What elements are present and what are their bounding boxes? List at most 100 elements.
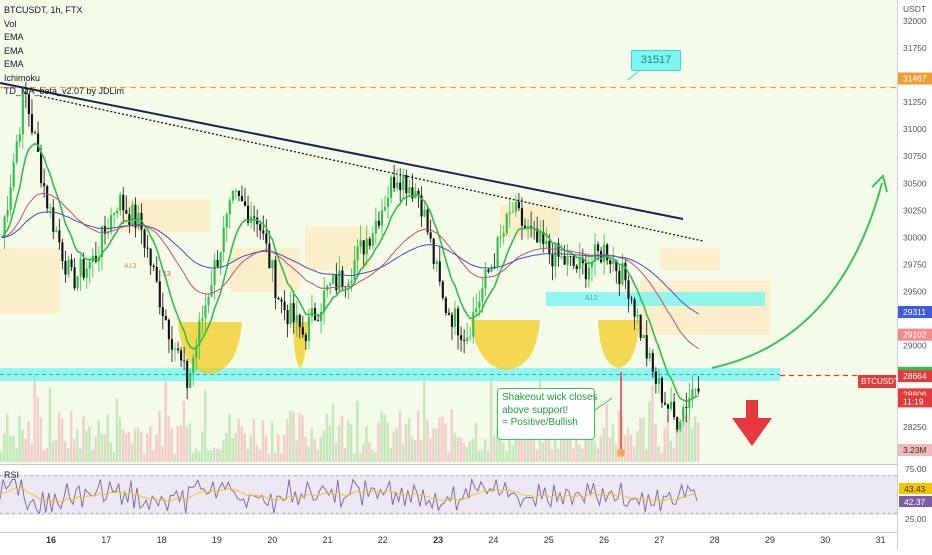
td-label-a12: A12 — [585, 295, 598, 302]
rsi-band — [0, 475, 897, 515]
volume-bar-55 — [167, 415, 170, 462]
candle-body-173 — [526, 226, 530, 228]
ema-lines — [0, 142, 699, 403]
volume-bar-57 — [173, 453, 176, 462]
candle-body-206 — [627, 280, 630, 299]
candle-body-208 — [633, 299, 636, 317]
volume-bar-4 — [12, 436, 15, 462]
candle-body-158 — [481, 288, 484, 302]
volume-bar-150 — [456, 436, 459, 462]
candle-body-137 — [417, 190, 420, 196]
cup-highlight-3 — [471, 320, 540, 370]
candle-body-41 — [125, 210, 128, 214]
candle-body-56 — [170, 339, 174, 350]
price-tick-30750: 30750 — [903, 151, 927, 161]
volume-bar-74 — [225, 433, 228, 462]
volume-bar-163 — [496, 425, 499, 462]
callout-line-3: = Positive/Bullish — [502, 417, 578, 428]
cup-highlight-4 — [598, 320, 640, 368]
rsi-tick-25: 25.00 — [905, 514, 927, 524]
candle-body-214 — [651, 352, 654, 372]
price-tick-30250: 30250 — [903, 205, 927, 215]
candle-body-226 — [688, 397, 691, 408]
volume-bar-46 — [140, 431, 143, 462]
volume-bar-193 — [587, 429, 590, 462]
volume-bar-60 — [182, 400, 186, 462]
volume-bar-78 — [237, 418, 240, 462]
volume-bar-204 — [620, 416, 624, 462]
rsi-label: RSI — [4, 470, 19, 480]
candle-body-66 — [201, 318, 204, 322]
legend-td-ma[interactable]: TD_MA_beta_v2.07 by JDLim — [4, 86, 125, 96]
rsi-badge-signal — [899, 483, 932, 494]
candle-body-157 — [478, 301, 481, 309]
volume-bars — [0, 370, 700, 462]
volume-bar-40 — [121, 429, 125, 462]
volume-bar-53 — [161, 446, 164, 462]
shakeout-callout: Shakeout wick closes above support! = Po… — [497, 388, 598, 440]
volume-bar-185 — [563, 432, 566, 462]
legend-ema-1[interactable]: EMA — [4, 32, 24, 42]
volume-bar-118 — [359, 453, 362, 462]
volume-bar-154 — [468, 441, 472, 462]
volume-bar-139 — [423, 376, 426, 462]
candle-body-211 — [642, 335, 645, 338]
volume-bar-122 — [371, 449, 374, 462]
candle-body-101 — [307, 316, 310, 342]
volume-bar-87 — [264, 436, 268, 462]
candle-body-142 — [432, 238, 435, 264]
candle-body-187 — [569, 255, 572, 257]
volume-bar-69 — [210, 450, 213, 462]
candle-body-45 — [137, 212, 140, 228]
candle-body-15 — [46, 186, 49, 209]
legend-ema-3[interactable]: EMA — [4, 59, 24, 69]
volume-bar-35 — [106, 414, 109, 462]
candle-body-100 — [304, 334, 307, 342]
candle-body-80 — [243, 201, 247, 206]
volume-bar-180 — [547, 424, 551, 462]
candle-body-61 — [186, 360, 189, 388]
candle-body-205 — [624, 262, 627, 281]
bullish-arrow-path — [711, 182, 883, 369]
volume-bar-215 — [654, 423, 657, 462]
candle-body-130 — [396, 182, 399, 189]
candle-body-186 — [566, 255, 569, 265]
candle-body-181 — [551, 253, 554, 267]
volume-bar-213 — [648, 401, 651, 462]
candle-body-161 — [490, 266, 493, 272]
volume-bar-56 — [170, 428, 173, 462]
indicator-legend: BTCUSDT, 1h, FTX Vol EMA EMA EMA Ichimok… — [4, 4, 124, 99]
td-label-a13: A13 — [124, 263, 137, 270]
candle-body-213 — [648, 352, 651, 359]
volume-bar-43 — [130, 443, 134, 462]
candle-body-17 — [52, 207, 55, 232]
target-pointer — [627, 69, 641, 81]
legend-vol[interactable]: Vol — [4, 18, 17, 29]
rsi-badge-value — [899, 496, 932, 507]
legend-ichimoku[interactable]: Ichimoku — [4, 72, 41, 83]
volume-bar-80 — [243, 433, 246, 462]
candle-body-57 — [173, 348, 177, 350]
ema-slow — [1, 211, 699, 315]
volume-bar-133 — [404, 423, 408, 462]
volume-bar-30 — [91, 450, 94, 462]
volume-bar-85 — [258, 449, 262, 462]
candle-body-10 — [30, 114, 34, 133]
candle-body-129 — [393, 176, 396, 189]
volume-bar-157 — [477, 450, 481, 462]
volume-bar-6 — [18, 415, 21, 462]
price-badge-text-1119: 11:19 — [903, 396, 924, 406]
candle-body-200 — [609, 260, 612, 265]
candle-body-48 — [146, 247, 149, 249]
symbol-line[interactable]: BTCUSDT, 1h, FTX — [4, 5, 83, 15]
candle-body-102 — [310, 308, 314, 317]
candle-body-98 — [298, 314, 301, 328]
volume-bar-179 — [544, 418, 548, 462]
volume-bar-121 — [368, 442, 371, 462]
legend-ema-2[interactable]: EMA — [4, 45, 24, 56]
candle-body-21 — [64, 261, 67, 275]
candle-body-162 — [493, 266, 496, 268]
candle-body-195 — [593, 244, 597, 262]
candle-body-73 — [222, 227, 225, 253]
